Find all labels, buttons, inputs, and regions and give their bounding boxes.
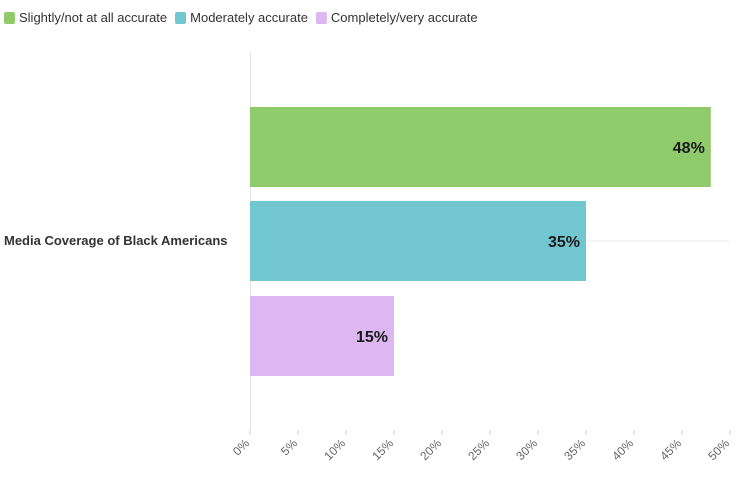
x-tick-label: 0% (230, 436, 252, 458)
bar-2[interactable] (250, 201, 586, 281)
legend-swatch (4, 11, 15, 24)
x-tick-label: 40% (609, 436, 636, 463)
bar-1[interactable] (250, 107, 711, 187)
legend-item-1[interactable]: Slightly/not at all accurate (4, 10, 167, 25)
x-tick-label: 30% (513, 436, 540, 463)
x-tick-label: 25% (465, 436, 492, 463)
legend-item-3[interactable]: Completely/very accurate (315, 10, 478, 25)
x-tick-label: 20% (417, 436, 444, 463)
legend-label: Moderately accurate (190, 10, 308, 25)
x-tick-label: 35% (561, 436, 588, 463)
x-tick-label: 50% (705, 436, 732, 463)
legend-item-2[interactable]: Moderately accurate (175, 10, 308, 25)
legend-label: Slightly/not at all accurate (19, 10, 168, 25)
category-label: Media Coverage of Black Americans (4, 233, 228, 248)
x-tick-label: 5% (278, 436, 300, 458)
data-label-3: 15% (356, 329, 388, 346)
bar-3[interactable] (250, 296, 394, 376)
chart-legend: Slightly/not at all accurate Moderately a… (4, 10, 478, 25)
x-tick-label: 45% (657, 436, 684, 463)
legend-swatch (315, 11, 327, 24)
x-tick-label: 10% (321, 436, 348, 463)
data-label-1: 48% (673, 140, 705, 157)
data-label-2: 35% (548, 234, 580, 251)
x-tick-label: 15% (369, 436, 396, 463)
legend-swatch (175, 11, 187, 24)
legend-label: Completely/very accurate (330, 10, 478, 25)
